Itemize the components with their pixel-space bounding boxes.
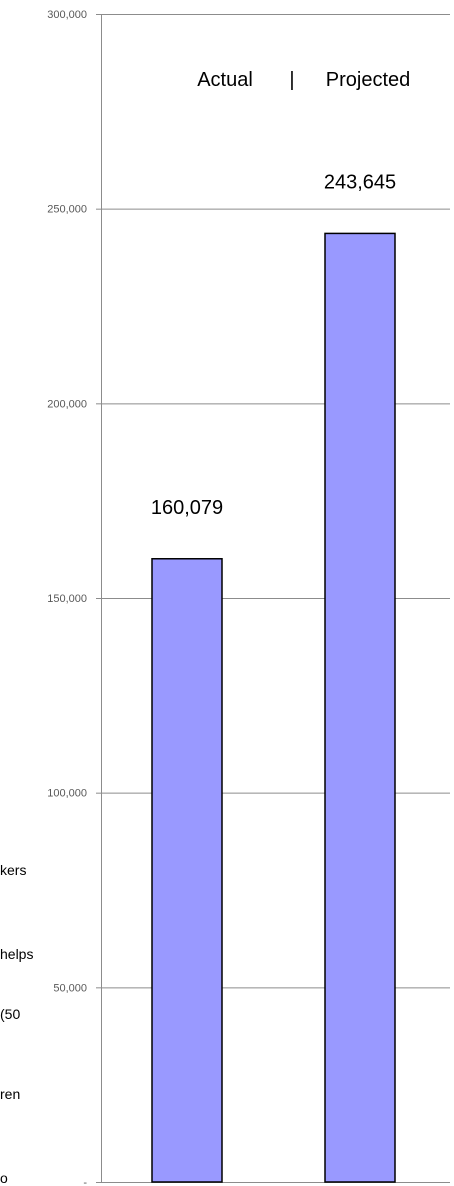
header-label-projected: Projected	[326, 69, 411, 91]
y-tick-label: 250,000	[47, 204, 87, 216]
y-tick-label: 50,000	[53, 982, 87, 994]
y-tick-labels: - 50,000 100,000 150,000 200,000 250,000 300,0…	[47, 9, 87, 1184]
bar-actual	[151, 558, 223, 1183]
left-text-fragment-5: o	[0, 1170, 8, 1186]
left-text-fragment-4: ren	[0, 1086, 21, 1102]
left-text-fragment-2: helps	[0, 946, 34, 962]
bar-value-label-actual: 160,079	[151, 497, 223, 519]
y-tick-label: 300,000	[47, 9, 87, 21]
bar-value-label-projected: 243,645	[324, 171, 396, 193]
y-tick-label: 150,000	[47, 593, 87, 605]
header-label-actual: Actual	[197, 69, 253, 91]
y-tick-label: 100,000	[47, 788, 87, 800]
left-text-fragment-1: kers	[0, 862, 27, 878]
bar-projected	[324, 232, 396, 1183]
left-text-fragment-3: (50	[0, 1006, 21, 1022]
y-tick-label: -	[83, 1177, 87, 1184]
bar-value-labels: 160,079 243,645	[151, 171, 396, 518]
header-separator: |	[289, 69, 294, 91]
header-labels: Actual | Projected	[197, 69, 410, 91]
bars	[151, 232, 396, 1183]
y-tick-label: 200,000	[47, 398, 87, 410]
